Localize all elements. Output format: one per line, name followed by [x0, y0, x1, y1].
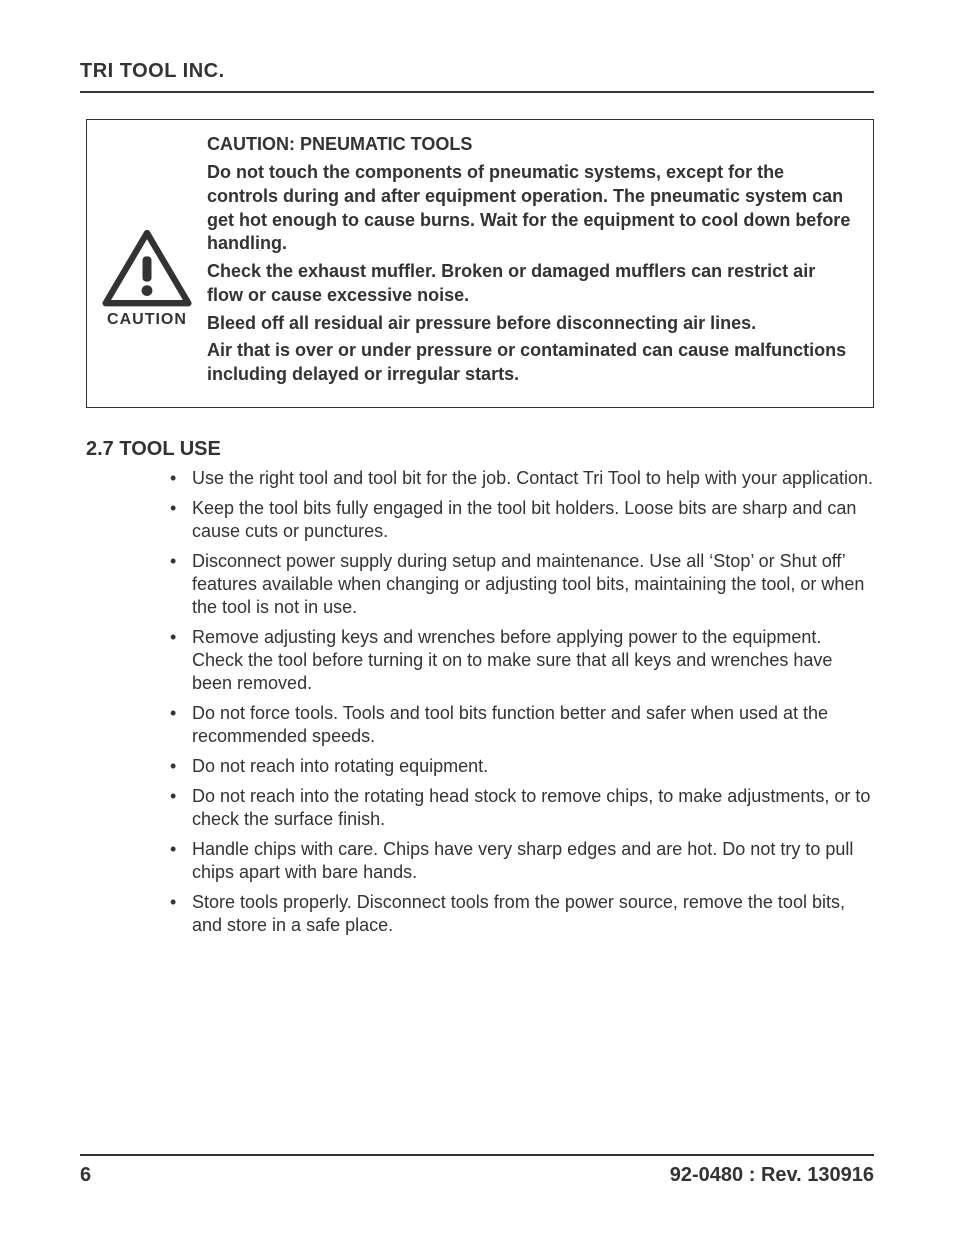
section-heading: 2.7 TOOL USE — [86, 438, 874, 461]
caution-paragraph: Check the exhaust muffler. Broken or dam… — [207, 260, 855, 308]
list-item: Disconnect power supply during setup and… — [170, 550, 874, 619]
caution-heading: CAUTION: PNEUMATIC TOOLS — [207, 134, 855, 155]
caution-box: CAUTION CAUTION: PNEUMATIC TOOLS Do not … — [86, 119, 874, 408]
caution-text-column: CAUTION: PNEUMATIC TOOLS Do not touch th… — [207, 134, 855, 391]
list-item: Do not reach into rotating equipment. — [170, 755, 874, 778]
bullet-list: Use the right tool and tool bit for the … — [86, 467, 874, 938]
footer-page-number: 6 — [80, 1164, 91, 1187]
section-tool-use: 2.7 TOOL USE Use the right tool and tool… — [86, 438, 874, 938]
caution-triangle-icon — [102, 229, 192, 309]
page-header-company: TRI TOOL INC. — [80, 60, 874, 93]
caution-paragraph: Do not touch the components of pneumatic… — [207, 161, 855, 256]
list-item: Remove adjusting keys and wrenches befor… — [170, 626, 874, 695]
page: TRI TOOL INC. CAUTION CAUTION: PNEUMATIC… — [0, 0, 954, 1235]
footer-doc-rev: 92-0480 : Rev. 130916 — [670, 1164, 874, 1187]
caution-icon-column: CAUTION — [101, 134, 193, 391]
list-item: Handle chips with care. Chips have very … — [170, 838, 874, 884]
list-item: Do not force tools. Tools and tool bits … — [170, 702, 874, 748]
caution-paragraph: Air that is over or under pressure or co… — [207, 339, 855, 387]
caution-paragraph: Bleed off all residual air pressure befo… — [207, 312, 855, 336]
list-item: Do not reach into the rotating head stoc… — [170, 785, 874, 831]
list-item: Keep the tool bits fully engaged in the … — [170, 497, 874, 543]
list-item: Use the right tool and tool bit for the … — [170, 467, 874, 490]
page-footer: 6 92-0480 : Rev. 130916 — [80, 1154, 874, 1187]
caution-icon-label: CAUTION — [107, 311, 187, 329]
list-item: Store tools properly. Disconnect tools f… — [170, 891, 874, 937]
